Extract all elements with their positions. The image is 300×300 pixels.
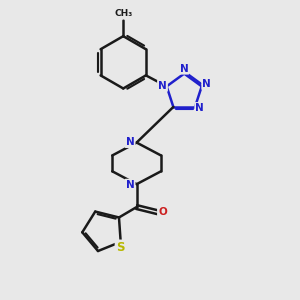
Text: N: N bbox=[126, 137, 134, 147]
Text: CH₃: CH₃ bbox=[114, 9, 132, 18]
Text: N: N bbox=[126, 180, 134, 190]
Text: O: O bbox=[158, 207, 167, 217]
Text: N: N bbox=[179, 64, 188, 74]
Text: N: N bbox=[202, 79, 211, 89]
Text: S: S bbox=[116, 241, 124, 254]
Text: N: N bbox=[158, 81, 167, 91]
Text: N: N bbox=[195, 103, 204, 113]
